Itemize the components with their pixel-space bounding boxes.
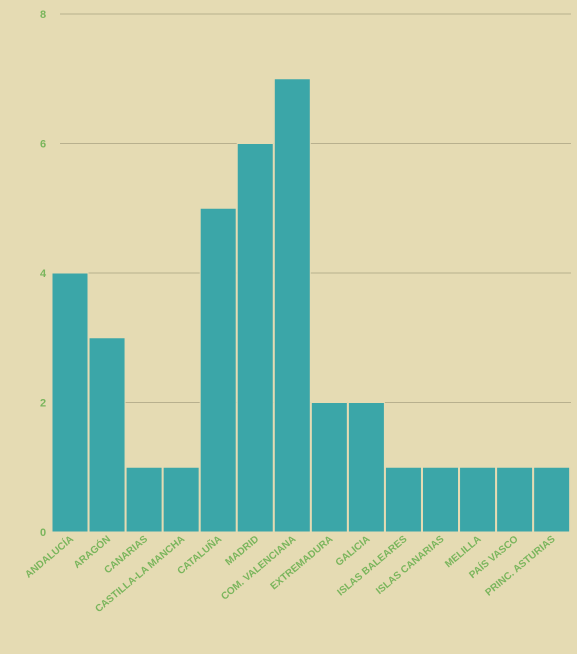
bar-arag-n bbox=[88, 337, 126, 533]
bars bbox=[51, 78, 571, 533]
y-axis: 0 2 4 6 8 bbox=[40, 9, 47, 539]
bar-princ-asturias bbox=[533, 466, 571, 533]
bar-islas-baleares bbox=[384, 466, 422, 533]
y-tick-label: 2 bbox=[40, 398, 46, 410]
y-tick-label: 4 bbox=[40, 268, 47, 280]
y-tick-label: 8 bbox=[40, 9, 46, 21]
y-tick-label: 6 bbox=[40, 139, 46, 151]
bar-madrid bbox=[236, 143, 274, 533]
bar-extremadura bbox=[310, 402, 348, 533]
bar-com-valenciana bbox=[273, 78, 311, 533]
bar-catalu-a bbox=[199, 207, 237, 533]
x-tick-label: EXTREMADURA bbox=[269, 534, 336, 592]
bar-castilla-la-mancha bbox=[162, 466, 200, 533]
bar-islas-canarias bbox=[422, 466, 459, 533]
bar-pa-s-vasco bbox=[496, 466, 534, 533]
y-tick-label: 0 bbox=[40, 527, 46, 539]
bar-galicia bbox=[347, 402, 385, 533]
bar-canarias bbox=[125, 466, 163, 533]
x-tick-label: ANDALUCÍA bbox=[22, 532, 76, 580]
x-tick-label: ISLAS CANARIAS bbox=[374, 534, 446, 597]
bar-melilla bbox=[459, 466, 497, 533]
gridlines bbox=[60, 13, 571, 403]
x-tick-label: ISLAS BALEARES bbox=[335, 534, 409, 599]
x-tick-label: PRINC. ASTURIAS bbox=[484, 534, 558, 599]
bar-andaluc-a bbox=[51, 272, 89, 533]
